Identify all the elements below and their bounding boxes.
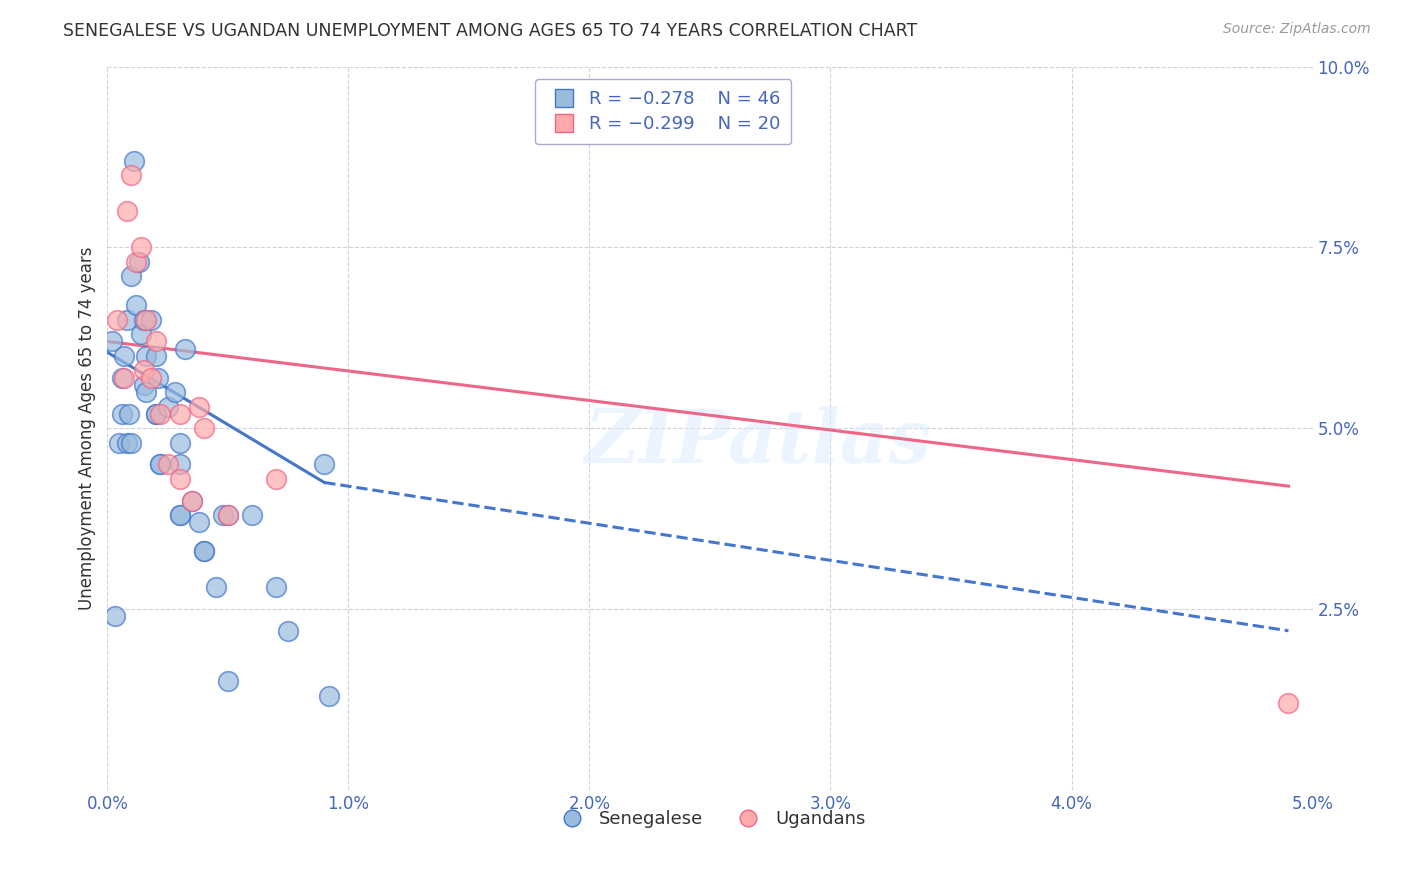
Point xyxy=(163,385,186,400)
Point xyxy=(264,472,287,486)
Point xyxy=(115,435,138,450)
Point xyxy=(132,377,155,392)
Point xyxy=(105,312,128,326)
Text: SENEGALESE VS UGANDAN UNEMPLOYMENT AMONG AGES 65 TO 74 YEARS CORRELATION CHART: SENEGALESE VS UGANDAN UNEMPLOYMENT AMONG… xyxy=(63,22,918,40)
Point xyxy=(129,240,152,254)
Point xyxy=(212,508,235,522)
Point xyxy=(112,370,135,384)
Point xyxy=(169,472,191,486)
Point xyxy=(121,435,143,450)
Point xyxy=(112,349,135,363)
Point xyxy=(104,609,127,624)
Point xyxy=(217,508,239,522)
Point xyxy=(169,458,191,472)
Point xyxy=(217,508,239,522)
Point xyxy=(108,435,131,450)
Point xyxy=(193,544,215,558)
Point xyxy=(132,312,155,326)
Point xyxy=(111,407,134,421)
Point xyxy=(1277,696,1299,710)
Text: Source: ZipAtlas.com: Source: ZipAtlas.com xyxy=(1223,22,1371,37)
Point xyxy=(149,407,172,421)
Legend: Senegalese, Ugandans: Senegalese, Ugandans xyxy=(547,803,873,835)
Point xyxy=(139,312,162,326)
Point xyxy=(146,370,169,384)
Point xyxy=(169,435,191,450)
Point xyxy=(139,370,162,384)
Point xyxy=(132,363,155,377)
Point xyxy=(318,689,340,703)
Point xyxy=(156,458,179,472)
Point xyxy=(111,370,134,384)
Point xyxy=(145,407,167,421)
Point xyxy=(128,255,150,269)
Point xyxy=(217,674,239,689)
Y-axis label: Unemployment Among Ages 65 to 74 years: Unemployment Among Ages 65 to 74 years xyxy=(79,246,96,610)
Point xyxy=(125,298,148,312)
Point xyxy=(169,508,191,522)
Point xyxy=(264,581,287,595)
Point xyxy=(135,385,157,400)
Point xyxy=(101,334,124,349)
Point xyxy=(188,516,211,530)
Point xyxy=(205,581,228,595)
Point xyxy=(129,327,152,342)
Point xyxy=(121,168,143,182)
Point xyxy=(145,407,167,421)
Point xyxy=(145,349,167,363)
Point xyxy=(145,334,167,349)
Point xyxy=(135,312,157,326)
Point xyxy=(193,421,215,435)
Point xyxy=(169,407,191,421)
Point xyxy=(314,458,336,472)
Point xyxy=(180,493,202,508)
Point xyxy=(156,400,179,414)
Point xyxy=(115,312,138,326)
Point xyxy=(149,458,172,472)
Point xyxy=(135,349,157,363)
Point xyxy=(115,204,138,219)
Point xyxy=(149,458,172,472)
Point xyxy=(122,153,145,168)
Point xyxy=(118,407,141,421)
Point xyxy=(169,508,191,522)
Point xyxy=(277,624,299,638)
Text: ZIPatlas: ZIPatlas xyxy=(585,407,932,479)
Point xyxy=(180,493,202,508)
Point xyxy=(188,400,211,414)
Point xyxy=(121,269,143,284)
Point xyxy=(240,508,263,522)
Point xyxy=(193,544,215,558)
Point xyxy=(125,255,148,269)
Point xyxy=(173,342,195,356)
